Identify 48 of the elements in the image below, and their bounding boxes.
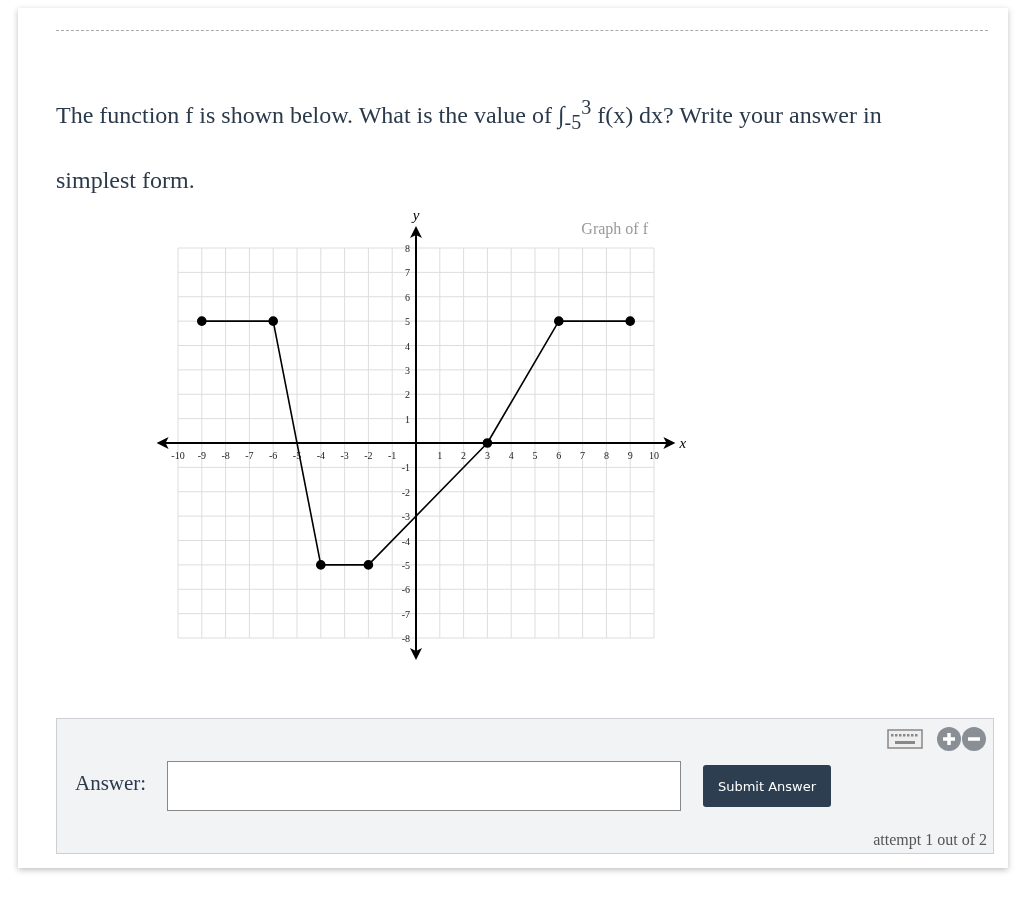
x-tick-label: -6 (269, 450, 278, 461)
x-tick-label: -4 (316, 450, 325, 461)
x-tick-label: -7 (245, 450, 254, 461)
point (554, 316, 564, 326)
text: attempt 1 out of 2 (873, 831, 987, 849)
y-tick-label: -1 (401, 462, 410, 474)
y-tick-label: -4 (401, 535, 410, 547)
y-tick-label: -7 (401, 608, 410, 620)
y-tick-label: 3 (405, 364, 410, 376)
y-tick-label: -6 (401, 584, 410, 596)
x-tick-label: -9 (197, 450, 206, 461)
text: The function f is shown below. What is the value of ∫$_{-5}$$^{3}$ f(x) dx? Write your answer in simplest form. (56, 96, 882, 193)
x-tick-label: -10 (171, 450, 185, 461)
x-tick-label: 8 (603, 450, 609, 461)
y-tick-label: 6 (405, 291, 410, 303)
point (268, 316, 278, 326)
x-tick-label: 5 (532, 450, 538, 461)
y-tick-label: -2 (401, 486, 410, 498)
x-tick-label: -2 (364, 450, 373, 461)
point (625, 316, 635, 326)
text: Submit Answer (703, 765, 831, 807)
point (316, 560, 326, 570)
point (363, 560, 374, 570)
x-tick-label: 7 (580, 450, 586, 461)
y-tick-label: -3 (401, 511, 410, 523)
x-tick-label: -8 (221, 450, 230, 461)
x-tick-label: 1 (437, 450, 443, 461)
y-axis-title: y (410, 207, 420, 224)
y-tick-label: 5 (405, 316, 410, 328)
chart-title: Graph of f (581, 220, 649, 238)
x-tick-label: -1 (388, 450, 397, 461)
point (197, 316, 207, 326)
y-tick-label: 7 (405, 267, 410, 279)
x-axis-title: x (678, 435, 687, 451)
text: Answer: (75, 771, 147, 796)
x-tick-label: 9 (627, 450, 633, 461)
x-tick-label: 3 (484, 450, 490, 461)
x-tick-label: 4 (508, 450, 514, 461)
x-tick-label: 10 (649, 450, 659, 461)
y-tick-label: 8 (405, 243, 410, 254)
x-tick-label: 6 (556, 450, 562, 461)
y-tick-label: 4 (405, 340, 410, 352)
y-tick-label: 1 (405, 413, 410, 425)
x-tick-label: 2 (461, 450, 467, 461)
y-tick-label: 2 (405, 389, 410, 401)
y-tick-label: -5 (401, 559, 410, 571)
x-tick-label: -3 (340, 450, 349, 461)
y-tick-label: -8 (401, 633, 410, 644)
